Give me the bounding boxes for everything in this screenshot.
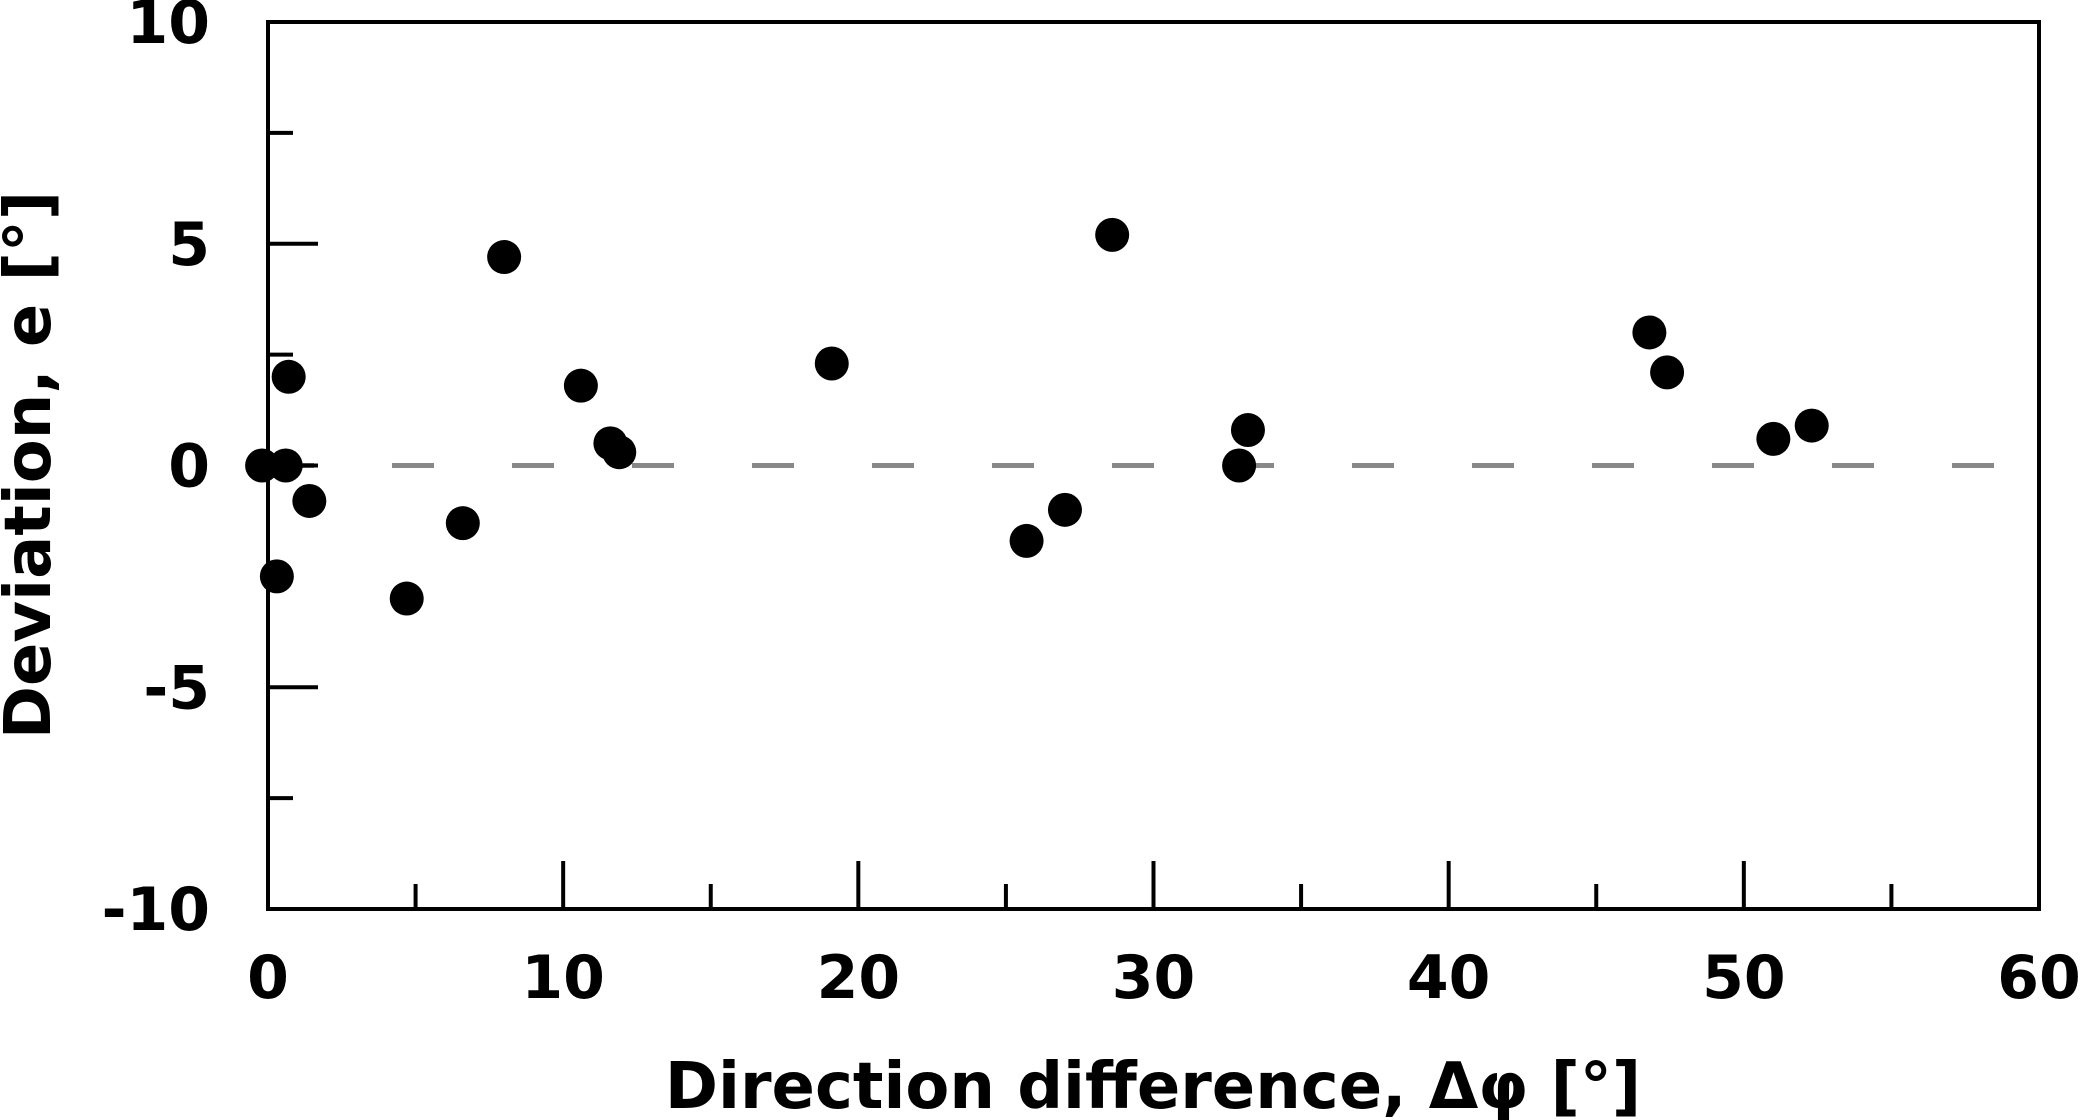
y-tick-label: 0 bbox=[168, 432, 210, 502]
data-point bbox=[292, 483, 327, 518]
y-tick-label: -10 bbox=[102, 875, 210, 945]
data-point bbox=[271, 359, 306, 394]
x-tick-label: 60 bbox=[1997, 943, 2080, 1013]
y-axis-title: Deviation, e [°] bbox=[0, 191, 66, 739]
data-point bbox=[1756, 421, 1791, 456]
y-tick-label: 10 bbox=[127, 0, 211, 58]
data-point bbox=[1222, 448, 1257, 483]
data-point bbox=[1095, 217, 1130, 252]
data-point bbox=[1047, 492, 1082, 527]
x-tick-label: 0 bbox=[247, 943, 289, 1013]
y-tick-label: 5 bbox=[168, 210, 210, 280]
data-point bbox=[563, 368, 598, 403]
data-point bbox=[1230, 413, 1265, 448]
data-point bbox=[245, 448, 280, 483]
x-tick-label: 10 bbox=[521, 943, 605, 1013]
x-axis-title: Direction difference, Δφ [°] bbox=[665, 1050, 1641, 1120]
data-point bbox=[1009, 523, 1044, 558]
x-tick-label: 40 bbox=[1407, 943, 1491, 1013]
data-point bbox=[389, 581, 424, 616]
data-point bbox=[602, 435, 637, 470]
data-point bbox=[487, 240, 522, 275]
x-tick-label: 50 bbox=[1702, 943, 1786, 1013]
data-point bbox=[1650, 355, 1685, 390]
data-point bbox=[445, 506, 480, 541]
data-point bbox=[1632, 315, 1667, 350]
data-point bbox=[814, 346, 849, 381]
data-point bbox=[259, 559, 294, 594]
x-tick-label: 30 bbox=[1112, 943, 1196, 1013]
data-point bbox=[1794, 408, 1829, 443]
data-point bbox=[268, 448, 303, 483]
x-tick-label: 20 bbox=[817, 943, 901, 1013]
y-tick-label: -5 bbox=[143, 653, 210, 723]
